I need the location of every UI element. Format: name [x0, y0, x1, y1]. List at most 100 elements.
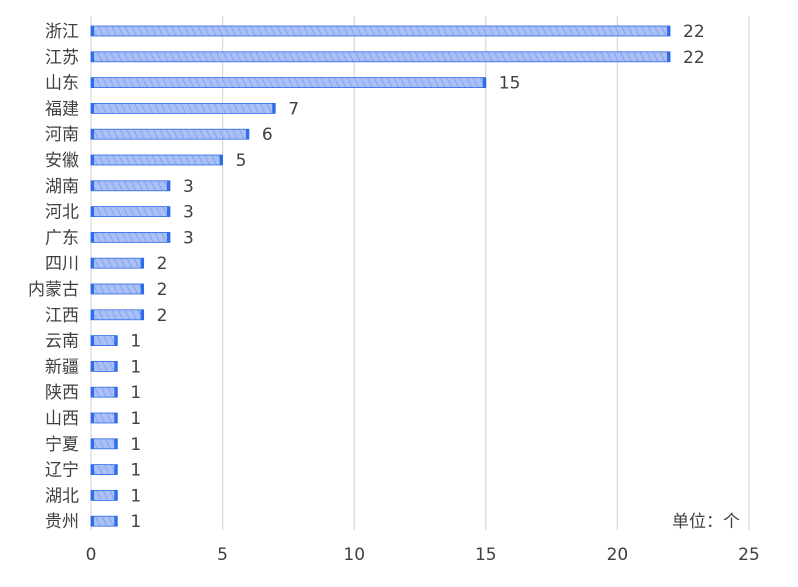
bar — [90, 231, 171, 243]
x-tick-label: 15 — [475, 545, 497, 565]
data-label: 2 — [157, 306, 168, 326]
category-label: 湖南 — [45, 177, 79, 197]
bar-cap-right — [114, 464, 118, 475]
category-label: 内蒙古 — [28, 280, 79, 300]
bar — [90, 386, 118, 398]
bar-cap-left — [91, 232, 94, 243]
data-label: 1 — [130, 383, 141, 403]
data-label: 3 — [183, 203, 194, 223]
bar-cap-right — [667, 26, 671, 36]
bar — [90, 412, 118, 424]
category-label: 广东 — [45, 228, 79, 248]
bar-cap-right — [114, 413, 118, 423]
bar-cap-left — [91, 464, 94, 475]
bar — [90, 489, 118, 501]
data-label: 3 — [183, 228, 194, 248]
bar-cap-left — [91, 284, 94, 294]
data-label: 1 — [130, 486, 141, 506]
category-label: 浙江 — [45, 22, 79, 42]
category-label: 四川 — [45, 254, 79, 274]
bar-cap-right — [140, 309, 144, 320]
category-label: 新疆 — [45, 357, 79, 377]
category-label: 河北 — [45, 203, 79, 223]
unit-label: 单位：个 — [672, 512, 740, 532]
bar-cap-left — [91, 361, 94, 372]
category-label: 福建 — [45, 99, 79, 119]
data-label: 15 — [499, 74, 521, 94]
data-label: 22 — [683, 48, 705, 68]
bar — [90, 25, 671, 37]
bar-cap-right — [482, 77, 486, 88]
bar-cap-left — [91, 51, 94, 62]
category-labels: 浙江江苏山东福建河南安徽湖南河北广东四川内蒙古江西云南新疆陕西山西宁夏辽宁湖北贵… — [28, 22, 79, 532]
bar — [90, 103, 276, 114]
bar-cap-right — [114, 361, 118, 372]
data-label: 2 — [157, 254, 168, 274]
category-label: 山东 — [45, 74, 79, 94]
bar-cap-right — [245, 129, 249, 140]
category-label: 河南 — [45, 125, 79, 145]
bar — [90, 360, 118, 372]
bar-cap-left — [91, 103, 94, 114]
bar-cap-right — [114, 387, 118, 398]
bar-cap-left — [91, 155, 94, 165]
bar-cap-left — [91, 129, 94, 140]
bars — [90, 25, 671, 527]
bar — [90, 180, 171, 192]
bar-cap-right — [166, 232, 170, 243]
bar-cap-right — [140, 258, 144, 269]
bar-cap-left — [91, 387, 94, 398]
bar-cap-right — [166, 206, 170, 217]
bar — [90, 257, 145, 269]
category-label: 江苏 — [45, 48, 79, 68]
category-label: 山西 — [45, 409, 79, 429]
data-label: 1 — [130, 461, 141, 481]
x-tick-label: 5 — [217, 545, 228, 565]
bar — [90, 77, 487, 88]
data-label: 6 — [262, 125, 273, 145]
category-label: 陕西 — [45, 383, 79, 403]
bar — [90, 154, 224, 166]
x-tick-label: 0 — [86, 545, 97, 565]
data-label: 22 — [683, 22, 705, 42]
data-label: 1 — [130, 409, 141, 429]
bar-cap-left — [91, 490, 94, 501]
bar — [90, 309, 145, 321]
bar-cap-right — [272, 103, 276, 114]
bar-cap-left — [91, 309, 94, 320]
data-label: 5 — [236, 151, 247, 171]
bar-cap-left — [91, 516, 94, 527]
bar-cap-right — [667, 51, 671, 62]
bar — [90, 515, 118, 527]
bar-cap-right — [166, 180, 170, 191]
bar-cap-right — [114, 516, 118, 527]
bar-cap-left — [91, 438, 94, 449]
bar — [90, 206, 171, 218]
bar — [90, 283, 145, 295]
x-axis-ticks: 0 5 10 15 20 25 — [86, 545, 760, 565]
category-label: 贵州 — [45, 512, 79, 532]
data-label: 1 — [130, 512, 141, 532]
bar-cap-right — [140, 284, 144, 294]
category-label: 安徽 — [45, 151, 79, 171]
data-label: 3 — [183, 177, 194, 197]
category-label: 江西 — [45, 306, 79, 326]
bar-cap-left — [91, 413, 94, 423]
x-tick-label: 25 — [738, 545, 760, 565]
grid-lines — [90, 16, 750, 530]
bar-cap-left — [91, 180, 94, 191]
bar — [90, 51, 671, 63]
category-label: 湖北 — [45, 486, 79, 506]
bar — [90, 464, 118, 476]
bar-cap-right — [114, 490, 118, 501]
bar-cap-left — [91, 335, 94, 346]
data-label: 1 — [130, 357, 141, 377]
category-label: 辽宁 — [45, 461, 79, 481]
bar-cap-right — [114, 438, 118, 449]
bar — [90, 128, 250, 140]
bar-cap-right — [219, 155, 223, 165]
bar-cap-left — [91, 206, 94, 217]
